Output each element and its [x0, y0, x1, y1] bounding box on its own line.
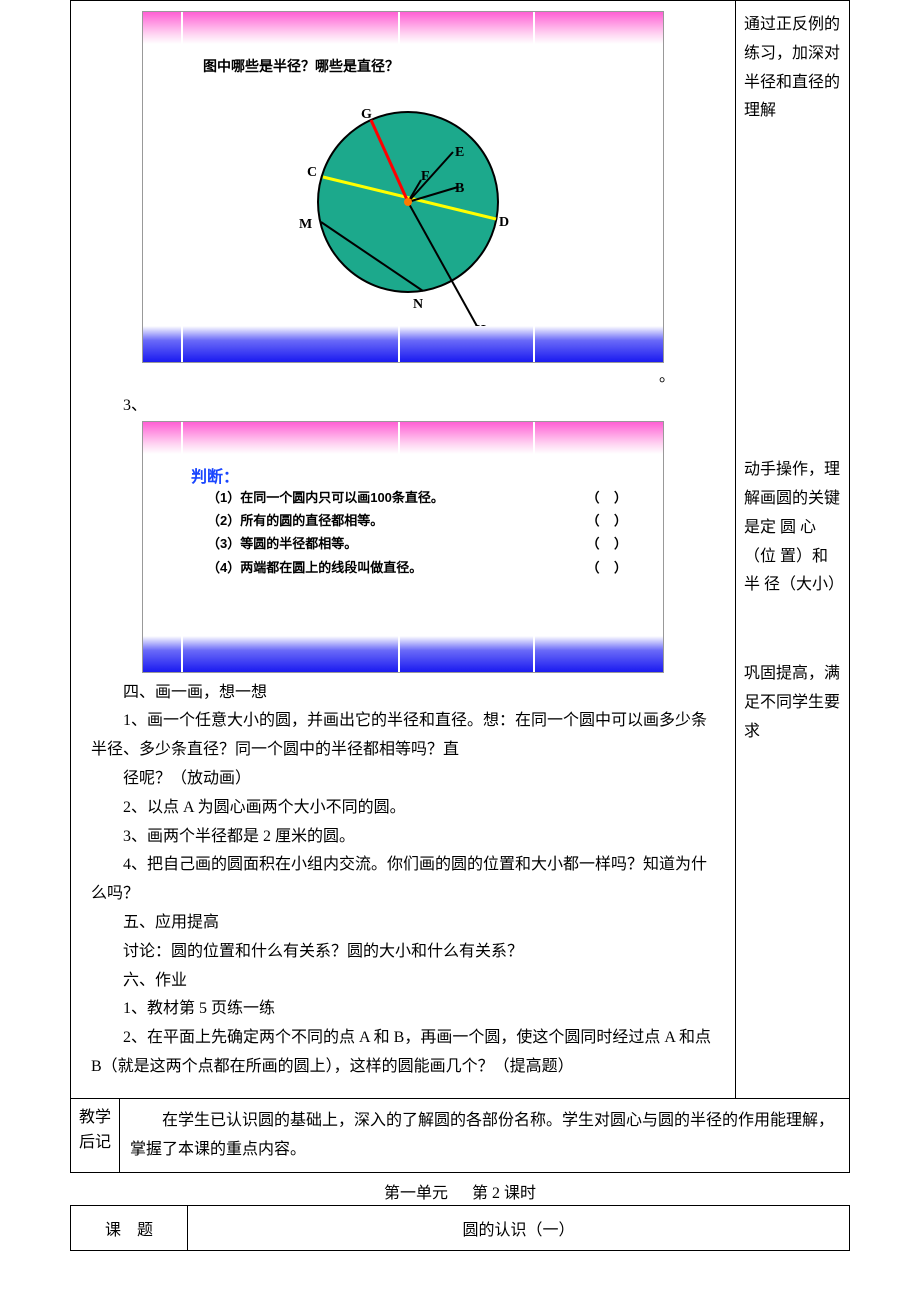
item-3-label: 3、 — [91, 392, 715, 421]
side-note-1: 通过正反例的练习，加深对半径和直径的理解 — [744, 11, 841, 126]
label-B: B — [455, 176, 464, 201]
review-row: 教学后记 在学生已认识圆的基础上，深入的了解圆的各部份名称。学生对圆心与圆的半径… — [71, 1098, 850, 1173]
judgment-lines: （1）在同一个圆内只可以画100条直径。 （ ） （2）所有的圆的直径都相等。 … — [207, 486, 627, 580]
para-7: 2、在平面上先确定两个不同的点 A 和 B，再画一个圆，使这个圆同时经过点 A … — [91, 1024, 715, 1082]
judgment-text-4: （4）两端都在圆上的线段叫做直径。 — [207, 556, 422, 579]
para-1b: 径呢？（放动画） — [91, 765, 715, 794]
side-note-2: 动手操作，理解画圆的关键是定 圆 心（位 置）和 半 径（大小） — [744, 456, 841, 600]
judgment-paren-4: （ ） — [587, 556, 627, 579]
footer-row-left: 课 题 — [71, 1206, 188, 1251]
heading-4: 四、画一画，想一想 — [91, 679, 715, 708]
judgment-text-1: （1）在同一个圆内只可以画100条直径。 — [207, 486, 444, 509]
lesson-table: 图中哪些是半径？哪些是直径？ G — [70, 0, 850, 1173]
heading-6: 六、作业 — [91, 967, 715, 996]
slide-judgment: 判断： （1）在同一个圆内只可以画100条直径。 （ ） （2）所有的圆的直径都… — [142, 421, 664, 673]
judgment-text-3: （3）等圆的半径都相等。 — [207, 532, 357, 555]
label-F: F — [421, 164, 430, 189]
footer-heading: 第一单元 第 2 课时 — [70, 1179, 850, 1203]
para-4: 4、把自己画的圆面积在小组内交流。你们画的圆的位置和大小都一样吗？知道为什么吗？ — [91, 851, 715, 909]
slide1-period: 。 — [91, 363, 715, 392]
para-5: 讨论：圆的位置和什么有关系？圆的大小和什么有关系？ — [91, 938, 715, 967]
footer-heading-left: 第一单元 — [384, 1185, 448, 1202]
pink-band — [143, 12, 663, 44]
blue-band-2 — [143, 636, 663, 672]
label-C: C — [307, 160, 317, 185]
label-D: D — [499, 210, 509, 235]
body-text: 四、画一画，想一想 1、画一个任意大小的圆，并画出它的半径和直径。想：在同一个圆… — [91, 673, 715, 1088]
label-N: N — [413, 292, 423, 317]
blue-band — [143, 326, 663, 362]
judgment-line-2: （2）所有的圆的直径都相等。 （ ） — [207, 509, 627, 532]
judgment-paren-1: （ ） — [587, 486, 627, 509]
heading-5: 五、应用提高 — [91, 909, 715, 938]
para-2: 2、以点 A 为圆心画两个大小不同的圆。 — [91, 794, 715, 823]
judgment-paren-3: （ ） — [587, 532, 627, 555]
judgment-line-4: （4）两端都在圆上的线段叫做直径。 （ ） — [207, 556, 627, 579]
label-M: M — [299, 212, 312, 237]
judgment-line-1: （1）在同一个圆内只可以画100条直径。 （ ） — [207, 486, 627, 509]
para-3: 3、画两个半径都是 2 厘米的圆。 — [91, 823, 715, 852]
label-E: E — [455, 140, 464, 165]
pink-band-2 — [143, 422, 663, 454]
circle-figure: G E F B C M D N H — [303, 92, 523, 312]
slide-radius-diameter: 图中哪些是半径？哪些是直径？ G — [142, 11, 664, 363]
side-notes-cell: 通过正反例的练习，加深对半径和直径的理解 动手操作，理解画圆的关键是定 圆 心（… — [735, 1, 849, 1099]
review-right: 在学生已认识圆的基础上，深入的了解圆的各部份名称。学生对圆心与圆的半径的作用能理… — [120, 1099, 850, 1173]
footer-table: 课 题 圆的认识（一） — [70, 1205, 850, 1251]
review-left: 教学后记 — [71, 1099, 120, 1173]
main-content-cell: 图中哪些是半径？哪些是直径？ G — [71, 1, 736, 1099]
judgment-paren-2: （ ） — [587, 509, 627, 532]
judgment-line-3: （3）等圆的半径都相等。 （ ） — [207, 532, 627, 555]
judgment-text-2: （2）所有的圆的直径都相等。 — [207, 509, 383, 532]
side-note-3: 巩固提高，满足不同学生要求 — [744, 660, 841, 746]
para-6: 1、教材第 5 页练一练 — [91, 995, 715, 1024]
footer-heading-right: 第 2 课时 — [472, 1185, 536, 1202]
para-1: 1、画一个任意大小的圆，并画出它的半径和直径。想：在同一个圆中可以画多少条半径、… — [91, 707, 715, 765]
footer-row-right: 圆的认识（一） — [188, 1206, 850, 1251]
label-G: G — [361, 102, 372, 127]
slide1-title: 图中哪些是半径？哪些是直径？ — [203, 54, 399, 79]
